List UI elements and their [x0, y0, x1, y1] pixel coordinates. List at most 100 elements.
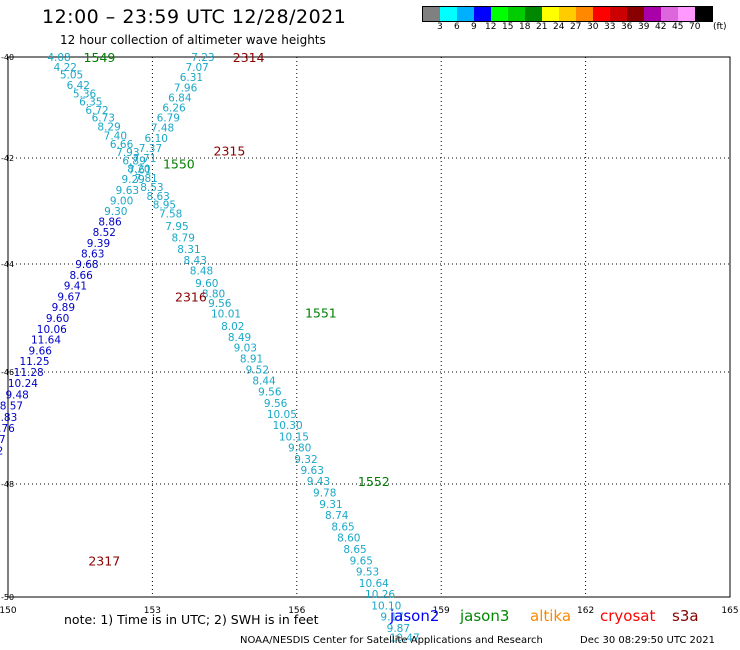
swh-value-label: 10.64: [359, 578, 389, 590]
lon-tick-label: 150: [0, 606, 17, 616]
swh-value-label: 9.17: [380, 612, 403, 624]
legend-label: 12: [485, 22, 497, 32]
legend-label: 33: [604, 22, 616, 32]
track-id-label: 1552: [358, 474, 390, 489]
map-frame: [7, 56, 731, 598]
swh-value-label: 6.10: [145, 133, 168, 145]
legend-label: 24: [553, 22, 565, 32]
swh-value-label: 5.36: [73, 88, 97, 100]
swh-value-label: 9.53: [356, 567, 379, 579]
satellite-name-altika: altika: [530, 607, 572, 625]
swh-value-label: 9.63: [116, 185, 139, 197]
swh-value-label: 9.30: [104, 206, 127, 218]
swh-value-label: 9.03: [234, 343, 257, 355]
map-title: 12:00 – 23:59 UTC 12/28/2021: [42, 6, 347, 28]
legend-swatch: [542, 7, 559, 21]
swh-value-label: 8.20: [127, 164, 150, 176]
track-id-label: 2315: [214, 143, 246, 158]
legend-swatch: [644, 7, 661, 21]
swh-value-label: 8.44: [252, 375, 276, 387]
legend-swatch: [491, 7, 508, 21]
swh-value-label: 6.79: [157, 113, 180, 125]
swh-value-label: 9.87: [387, 623, 410, 635]
swh-value-label: 4.08: [47, 52, 70, 64]
swh-value-label: 7.71: [133, 153, 156, 165]
swh-value-label: 8.60: [337, 533, 360, 545]
legend-swatch: [610, 7, 627, 21]
swh-value-label: 10.05: [267, 409, 297, 421]
legend-label: 6: [454, 22, 460, 32]
swh-value-label: 9.68: [75, 259, 98, 271]
swh-value-label: 6.84: [168, 92, 192, 104]
swh-value-label: 6.73: [92, 113, 115, 125]
swh-value-label: 9.60: [195, 278, 218, 290]
swh-value-label: 8.74: [325, 510, 349, 522]
swh-value-label: 11.28: [14, 367, 44, 379]
lon-tick-label: 156: [288, 606, 305, 616]
satellite-name-s3a: s3a: [672, 607, 699, 625]
legend-swatch: [576, 7, 593, 21]
swh-value-label: 9.48: [5, 389, 28, 401]
swh-value-label: 8.80: [202, 289, 225, 301]
legend-swatch: [678, 7, 695, 21]
swh-value-label: 8.49: [228, 332, 251, 344]
track-id-label: 2314: [233, 50, 265, 65]
swh-value-label: 9.56: [264, 398, 288, 410]
swh-value-label: 8.31: [177, 244, 200, 256]
swh-value-label: 8.43: [184, 255, 207, 267]
lat-tick-label: -50: [1, 593, 14, 602]
swh-value-label: 7.96: [174, 82, 198, 94]
satellite-name-jason2: jason2: [390, 607, 440, 625]
swh-value-label: 8.86: [98, 217, 122, 229]
satellite-name-cryosat: cryosat: [600, 607, 656, 625]
swh-value-label: 8.57: [0, 401, 23, 413]
swh-value-label: 9.66: [29, 345, 53, 357]
swh-value-label: 9.29: [121, 174, 144, 186]
swh-value-label: 10.26: [365, 589, 395, 601]
swh-value-label: 9.89: [52, 302, 75, 314]
swh-value-label: 8.52: [93, 227, 116, 239]
swh-value-label: 7.93: [116, 147, 139, 159]
legend-label: 70: [689, 22, 701, 32]
swh-value-label: 8.63: [81, 248, 104, 260]
swh-value-label: 6.66: [110, 139, 134, 151]
swh-value-label: 8.65: [331, 521, 354, 533]
swh-value-label: 8.79: [172, 233, 195, 245]
swh-value-label: 8.95: [153, 200, 176, 212]
swh-value-label: 6.26: [162, 103, 186, 115]
swh-value-label: 9.60: [46, 313, 69, 325]
lon-tick-label: 153: [144, 606, 161, 616]
legend-label: 15: [502, 22, 514, 32]
footer-timestamp: Dec 30 08:29:50 UTC 2021: [580, 635, 715, 646]
legend-label: 30: [587, 22, 599, 32]
track-id-label: 1551: [305, 306, 337, 321]
lat-tick-label: -48: [1, 480, 14, 489]
swh-value-label: 8.48: [190, 265, 213, 277]
footer-credit: NOAA/NESDIS Center for Satellite Applica…: [240, 635, 543, 646]
legend-label: 18: [519, 22, 531, 32]
swh-value-label: 7.23: [191, 52, 214, 64]
lat-tick-label: -46: [1, 368, 14, 377]
legend-swatch: [508, 7, 525, 21]
swh-value-label: 8.02: [221, 321, 244, 333]
swh-value-label: 6.31: [180, 72, 203, 84]
swh-value-label: 9.65: [350, 555, 373, 567]
swh-value-label: 10.76: [0, 423, 15, 435]
swh-value-label: 9.00: [110, 195, 133, 207]
swh-value-label: 10.15: [279, 431, 309, 443]
swh-value-label: 7.81: [134, 173, 157, 185]
swh-value-label: 10.01: [211, 309, 241, 321]
swh-value-label: 6.72: [85, 105, 108, 117]
swh-value-label: 10.47: [390, 632, 420, 644]
legend-label: 21: [536, 22, 548, 32]
swh-value-label: 9.43: [307, 476, 330, 488]
map-subtitle: 12 hour collection of altimeter wave hei…: [60, 33, 326, 47]
swh-value-label: 9.67: [0, 434, 6, 446]
legend-swatch: [695, 7, 712, 21]
legend-label: 3: [437, 22, 443, 32]
legend-swatch: [593, 7, 610, 21]
swh-value-label: 8.91: [240, 354, 263, 366]
swh-value-label: 8.53: [140, 182, 163, 194]
swh-value-label: 7.95: [165, 221, 188, 233]
